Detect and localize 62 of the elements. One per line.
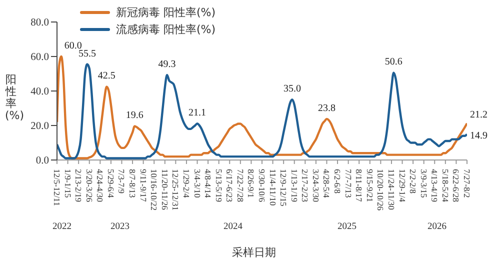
- x-tick-label: 12/25-12/31: [170, 169, 181, 211]
- x-tick-label: 3/4-3/10: [192, 169, 202, 198]
- x-tick-label: 7/27-8/2: [462, 169, 472, 198]
- text: 2025: [336, 222, 358, 232]
- text: 2023: [110, 222, 130, 232]
- y-tick-label: 40.0: [30, 86, 49, 98]
- data-label: 19.6: [126, 110, 144, 122]
- x-tick-label: 8/26-9/1: [246, 169, 256, 198]
- x-tick-label: 3/24-3/30: [310, 169, 321, 202]
- data-label: 21.2: [470, 109, 488, 120]
- x-tick-label: 2/13-2/19: [74, 169, 84, 202]
- legend-label: 新冠病毒 阳性率(%): [116, 5, 216, 20]
- x-tick-label: 6/22-6/28: [451, 169, 462, 202]
- x-tick-label: 6/2-6/8: [332, 169, 343, 194]
- x-tick-label: 2/17-2/23: [300, 169, 310, 202]
- data-label: 35.0: [283, 84, 301, 95]
- x-tick-label: 4/24-4/30: [95, 169, 106, 202]
- y-tick-label: 60.0: [30, 52, 49, 64]
- x-tick-label: 1/13-1/19: [289, 169, 300, 202]
- x-tick-label: 4/28-5/4: [322, 169, 332, 199]
- x-tick-label: 7/22-7/28: [235, 169, 246, 202]
- text: 2026: [426, 222, 448, 232]
- x-tick-label: 12/5-12/11: [52, 169, 62, 206]
- data-label: 14.9: [470, 130, 488, 142]
- x-tick-label: 6/17-6/23: [224, 169, 235, 202]
- legend-label: 流感病毒 阳性率(%): [116, 22, 216, 37]
- data-label: 50.6: [384, 56, 402, 68]
- x-tick-label: 3/20-3/26: [84, 169, 94, 202]
- x-tick-label: 5/18-5/24: [440, 169, 450, 203]
- data-label: 23.8: [318, 102, 336, 114]
- x-tick-label: 1/9-1/15: [62, 169, 73, 198]
- x-tick-label: 5/29-6/4: [106, 169, 116, 199]
- x-tick-label: 11/20-11/26: [160, 169, 170, 210]
- x-tick-label: 3/9-3/15: [418, 169, 429, 198]
- x-tick-label: 8/11-8/17: [354, 169, 364, 202]
- y-axis-title: 阳性率(%): [5, 73, 24, 122]
- x-tick-label: 12/9-12/15: [278, 169, 289, 206]
- x-tick-label: 12/29-1/4: [397, 169, 408, 203]
- x-tick-label: 10/16-10/22: [149, 169, 160, 211]
- x-tick-label: 5/13-5/19: [214, 169, 224, 202]
- x-tick-label: 1/29-2/4: [181, 169, 192, 199]
- x-tick-label: 11/4-11/10: [268, 169, 278, 206]
- x-tick-label: 2/2-2/8: [408, 169, 418, 194]
- x-tick-label: 9/15-9/21: [364, 169, 375, 202]
- x-tick-label: 4/8-4/14: [203, 169, 214, 199]
- y-tick-label: 0.0: [36, 156, 49, 167]
- x-tick-label: 10/20-10/26: [376, 169, 386, 211]
- x-tick-label: 11/24-11/30: [386, 169, 396, 210]
- x-tick-label: 7/7-7/13: [343, 169, 354, 198]
- y-tick-label: 80.0: [30, 18, 49, 29]
- data-label: 21.1: [188, 108, 206, 119]
- x-tick-label: 8/7-8/13: [128, 169, 138, 198]
- y-tick-label: 20.0: [30, 121, 49, 132]
- x-tick-label: 9/30-10/6: [257, 169, 267, 202]
- x-axis-title: 采样日期: [232, 245, 276, 260]
- x-tick-label: 4/13-4/19: [430, 169, 440, 202]
- text: 2024: [222, 222, 244, 232]
- x-tick-label: 7/3-7/9: [116, 169, 127, 194]
- x-tick-label: 9/11-9/17: [138, 169, 148, 202]
- data-label: 49.3: [158, 58, 176, 70]
- text: 2022: [52, 222, 72, 232]
- data-label: 42.5: [98, 70, 116, 82]
